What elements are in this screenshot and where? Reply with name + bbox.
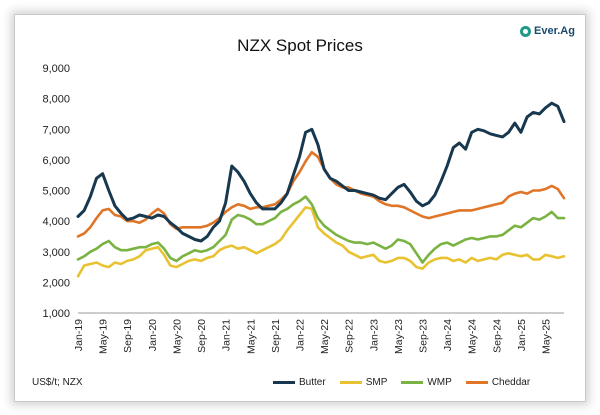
legend: Butter SMP WMP Cheddar bbox=[273, 377, 544, 388]
x-tick-label: May-23 bbox=[393, 319, 405, 354]
legend-label-smp: SMP bbox=[365, 377, 388, 388]
legend-swatch-wmp bbox=[401, 381, 424, 384]
x-tick-label: Jan-24 bbox=[442, 319, 454, 351]
x-tick-label: Sep-24 bbox=[491, 319, 503, 353]
y-tick-label: 6,000 bbox=[42, 155, 70, 167]
x-tick-label: Sep-19 bbox=[122, 319, 134, 353]
x-tick-label: Jan-21 bbox=[221, 319, 233, 351]
series-line-wmp bbox=[76, 195, 566, 264]
y-tick-label: 8,000 bbox=[42, 94, 70, 106]
ever-ag-logo: Ever.Ag bbox=[520, 25, 575, 37]
legend-swatch-smp bbox=[339, 381, 362, 384]
legend-item-butter: Butter bbox=[273, 377, 326, 388]
legend-item-cheddar: Cheddar bbox=[465, 377, 531, 388]
x-axis: Jan-19 May-19 Sep-19 Jan-20 May-20 Sep-20 Jan-… bbox=[73, 312, 564, 354]
legend-label-butter: Butter bbox=[299, 377, 326, 388]
y-axis: 1,000 2,000 3,000 4,000 5,000 6,000 7,000 8,000… bbox=[42, 63, 70, 320]
x-tick-label: May-21 bbox=[245, 319, 257, 354]
x-tick-label: May-25 bbox=[541, 319, 553, 354]
series-line-butter bbox=[76, 101, 566, 243]
x-tick-label: Jan-20 bbox=[147, 319, 159, 351]
x-tick-label: May-19 bbox=[98, 319, 110, 354]
y-tick-label: 9,000 bbox=[42, 63, 70, 75]
x-tick-label: Sep-20 bbox=[196, 319, 208, 353]
x-tick-label: Sep-22 bbox=[344, 319, 356, 353]
legend-swatch-butter bbox=[273, 381, 295, 384]
x-tick-label: Jan-19 bbox=[73, 319, 85, 351]
x-tick-label: May-24 bbox=[467, 319, 479, 354]
x-tick-label: Jan-25 bbox=[516, 319, 528, 351]
y-tick-label: 4,000 bbox=[42, 216, 70, 228]
x-tick-label: Jan-22 bbox=[294, 319, 306, 351]
chart-title: NZX Spot Prices bbox=[237, 36, 363, 55]
legend-item-wmp: WMP bbox=[401, 377, 452, 388]
series-line-smp bbox=[76, 206, 566, 278]
legend-label-cheddar: Cheddar bbox=[491, 377, 531, 388]
y-tick-label: 3,000 bbox=[42, 247, 70, 259]
x-tick-label: Sep-21 bbox=[270, 319, 282, 353]
x-tick-label: May-20 bbox=[171, 319, 183, 354]
y-tick-label: 2,000 bbox=[42, 277, 70, 289]
logo-text: Ever.Ag bbox=[534, 25, 575, 37]
legend-swatch-cheddar bbox=[465, 381, 488, 384]
units-source-note: US$/t; NZX bbox=[32, 377, 83, 388]
legend-label-wmp: WMP bbox=[427, 377, 452, 388]
logo-mark-icon bbox=[520, 25, 531, 37]
x-tick-label: Sep-23 bbox=[418, 319, 430, 353]
y-tick-label: 7,000 bbox=[42, 124, 70, 136]
y-tick-label: 1,000 bbox=[42, 308, 70, 320]
y-tick-label: 5,000 bbox=[42, 186, 70, 198]
x-tick-label: May-22 bbox=[319, 319, 331, 354]
legend-item-smp: SMP bbox=[339, 377, 388, 388]
x-tick-label: Jan-23 bbox=[368, 319, 380, 351]
series-lines bbox=[76, 101, 566, 278]
